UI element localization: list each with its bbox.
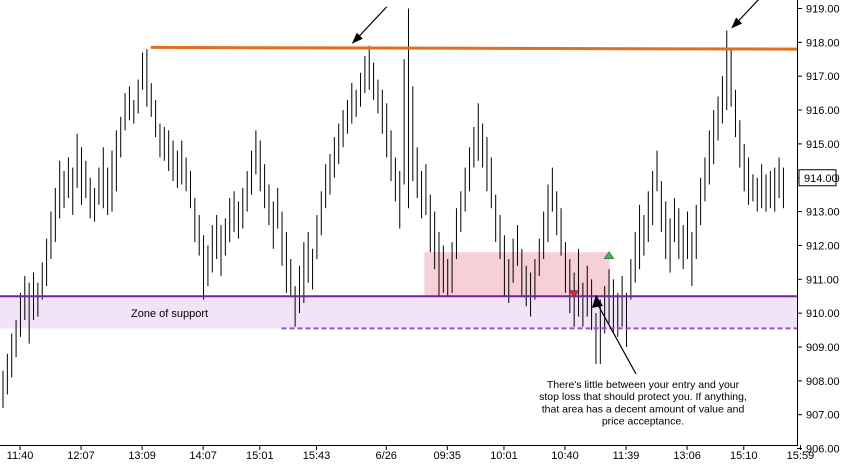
plot-background — [0, 0, 797, 445]
x-tick-label: 09:35 — [434, 450, 462, 462]
y-axis: 906.00 907.00 908.00 909.00 910.00 911.00 912.… — [797, 0, 840, 456]
last-price-label: 914.00 — [804, 173, 838, 185]
arrow-head — [591, 294, 603, 308]
x-axis: 11:40 12:07 13:09 14:07 15:01 15:43 6/26 09:35 1… — [0, 445, 814, 462]
annotation-text-line: There's little between your entry and yo… — [547, 379, 740, 391]
y-tick-label: 918.00 — [806, 37, 840, 49]
x-tick-label: 13:09 — [128, 450, 156, 462]
y-tick-label: 913.00 — [806, 207, 840, 219]
y-tick-label: 906.00 — [806, 444, 840, 456]
y-tick-label: 915.00 — [806, 139, 840, 151]
support-zone-label: Zone of support — [131, 308, 208, 320]
y-tick-label: 919.00 — [806, 4, 840, 16]
support-zone — [0, 296, 797, 329]
x-tick-label: 13:06 — [673, 450, 701, 462]
annotation-text-line: price acceptance. — [602, 416, 684, 428]
pointer-arrow — [351, 6, 388, 44]
y-tick-label: 910.00 — [806, 308, 840, 320]
y-tick-label: 911.00 — [806, 274, 839, 286]
arrow-shaft — [597, 304, 637, 375]
arrow-head — [351, 32, 363, 44]
y-tick-label: 912.00 — [806, 240, 840, 252]
last-price-box — [798, 169, 837, 187]
x-tick-label: 15:59 — [787, 450, 815, 462]
x-tick-label: 11:40 — [7, 450, 34, 462]
y-tick-label: 916.00 — [806, 105, 840, 117]
x-tick-label: 10:40 — [551, 450, 579, 462]
pointer-arrow — [731, 0, 759, 29]
resistance-line — [150, 45, 798, 51]
x-tick-label: 14:07 — [189, 450, 217, 462]
arrow-shaft — [734, 0, 759, 25]
arrow-shaft — [355, 6, 388, 41]
arrow-head — [731, 17, 743, 29]
x-tick-label: 15:43 — [303, 450, 331, 462]
buy-marker — [603, 251, 615, 259]
x-tick-label: 11:39 — [613, 450, 640, 462]
x-tick-label: 12:07 — [67, 450, 95, 462]
y-tick-label: 917.00 — [806, 71, 840, 83]
y-tick-label: 909.00 — [806, 342, 840, 354]
x-tick-label: 15:01 — [246, 450, 274, 462]
annotation-text-line: that area has a decent amount of value a… — [542, 403, 745, 415]
x-tick-label: 10:01 — [490, 450, 518, 462]
x-tick-label: 15:10 — [730, 450, 758, 462]
annotation-text-line: stop loss that should protect you. If an… — [539, 391, 747, 403]
y-tick-label: 908.00 — [806, 376, 840, 388]
y-tick-label: 907.00 — [806, 410, 840, 422]
ohlc-bars — [2, 8, 784, 408]
sell-marker — [568, 290, 580, 298]
annotation-arrow — [591, 294, 637, 375]
x-tick-label: 6/26 — [376, 450, 397, 462]
